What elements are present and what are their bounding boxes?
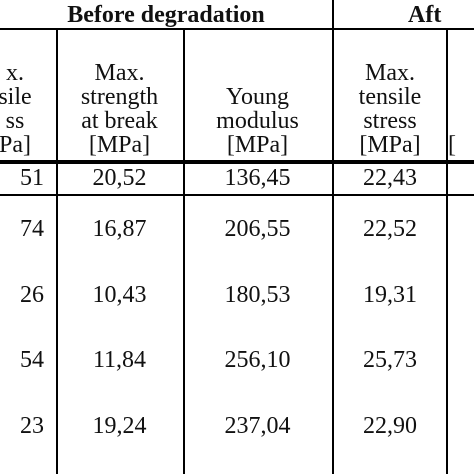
- table-cell: 237,04: [224, 413, 291, 439]
- column-header-tensile-stress-after: Max. tensile stress [MPa]: [358, 60, 422, 158]
- column-header-strength-at-break: Max. strength at break [MPa]: [80, 60, 159, 158]
- table-cell: [448, 162, 474, 194]
- table-cell: [448, 327, 474, 393]
- table-cell: 22,43: [363, 165, 417, 191]
- table-cell: 19,31: [363, 281, 417, 308]
- rule-row-1: [0, 194, 474, 196]
- rule-group-header: [0, 28, 474, 30]
- table-cell: 19,24: [92, 413, 147, 439]
- table-cell: 16,87: [92, 216, 147, 242]
- table-cell: 51: [20, 165, 44, 191]
- table-cell: 54: [20, 347, 44, 373]
- table-cell: 22,52: [363, 216, 417, 242]
- table-cell: 11,84: [92, 347, 147, 373]
- table-cell: 10,43: [92, 281, 147, 308]
- table-cell: 206,55: [224, 216, 291, 242]
- table-cell: 136,45: [224, 165, 291, 191]
- group-header-before: Before degradation: [67, 1, 265, 28]
- divider-col-2: [183, 28, 185, 474]
- table-cell: 26: [20, 281, 44, 308]
- table-cell: [448, 393, 474, 459]
- divider-col-1: [56, 28, 58, 474]
- rule-header-bottom: [0, 160, 474, 164]
- column-header-young-modulus: Young modulus [MPa]: [216, 84, 299, 158]
- divider-col-3: [446, 28, 448, 474]
- table-cell: 74: [20, 216, 44, 242]
- group-header-after: Aft: [408, 1, 442, 28]
- table-cell: 180,53: [224, 281, 291, 308]
- table-cell: [448, 262, 474, 327]
- divider-group: [332, 0, 334, 474]
- column-header-tensile-stress-partial: x. sile ss Pa]: [0, 60, 32, 158]
- table-cell: 256,10: [224, 347, 291, 373]
- table-cell: 22,90: [363, 413, 417, 439]
- table-cell: 20,52: [92, 165, 147, 191]
- table-cell: 23: [20, 413, 44, 439]
- table-cell: 25,73: [363, 347, 417, 373]
- table-cell: [448, 196, 474, 262]
- column-header-partial-right: [: [448, 132, 456, 158]
